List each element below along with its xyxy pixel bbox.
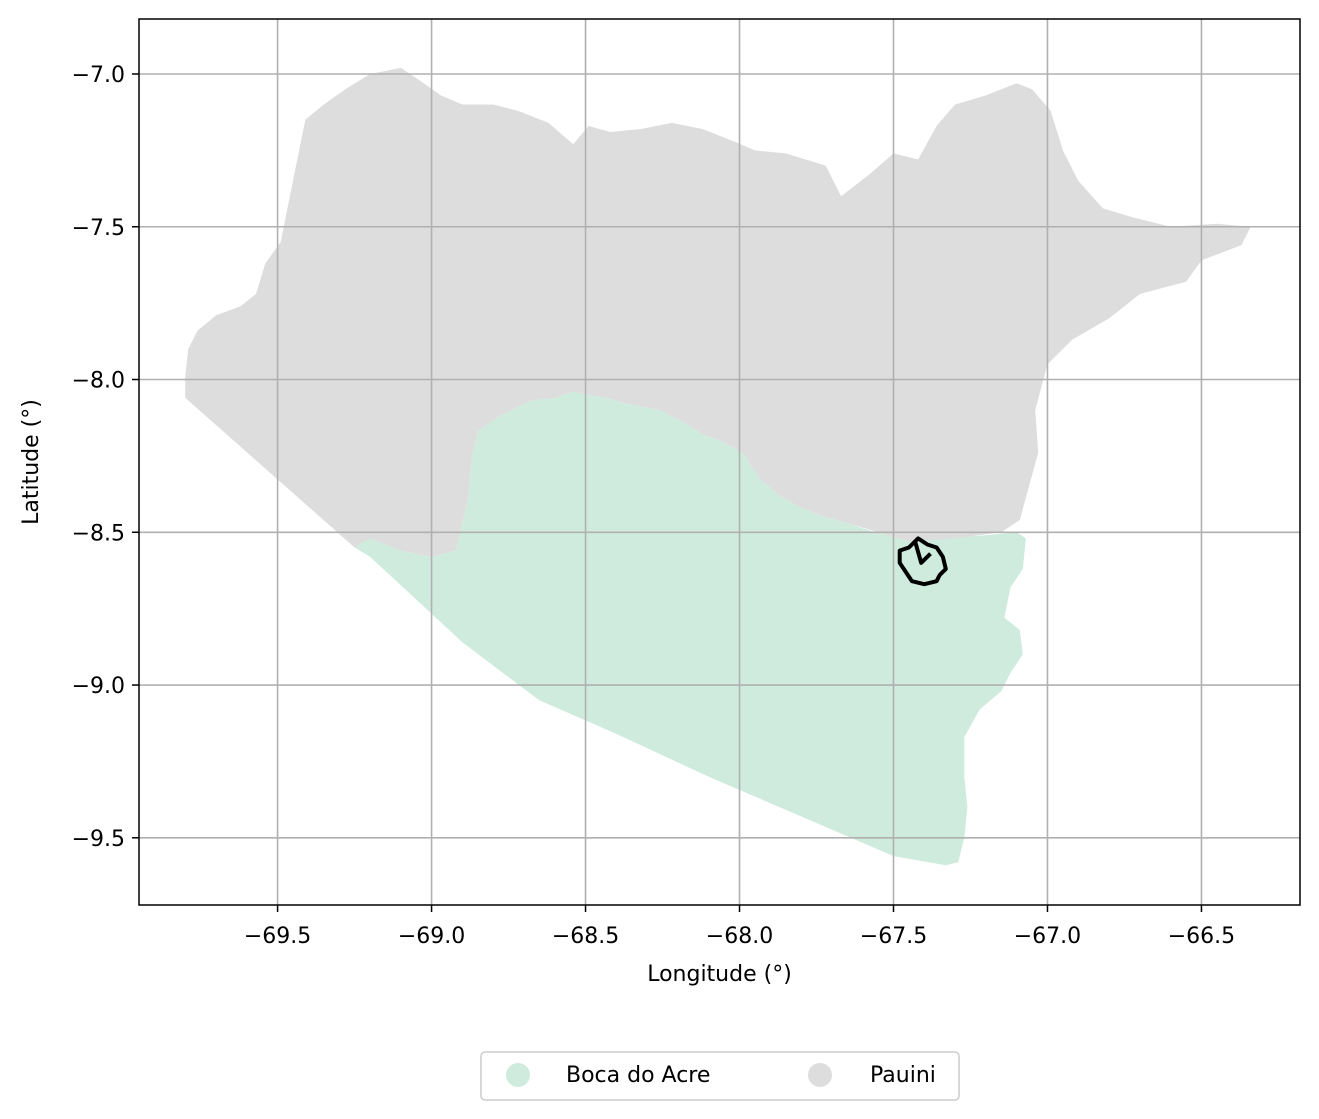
x-tick-label: −67.5 <box>860 924 927 949</box>
legend: Boca do Acre Pauini <box>480 1051 960 1101</box>
x-tick-label: −68.0 <box>706 924 773 949</box>
region-pauini <box>185 67 1251 557</box>
axes-frame <box>138 18 1301 906</box>
regions-layer <box>185 67 1251 866</box>
highlight-outline-layer <box>897 536 948 587</box>
legend-label-boca-do-acre: Boca do Acre <box>566 1063 710 1088</box>
gridlines <box>139 19 1300 905</box>
y-tick-label: −7.0 <box>72 63 125 88</box>
highlight-outline-inner <box>913 540 932 565</box>
y-tick-label: −9.0 <box>72 674 125 699</box>
y-tick-label: −8.0 <box>72 369 125 394</box>
highlight-outline <box>897 536 948 587</box>
legend-marker-pauini <box>808 1063 832 1087</box>
y-tick-label: −8.5 <box>72 521 125 546</box>
ticks-layer: −69.5 −69.0 −68.5 −68.0 −67.5 −67.0 −66.5 −7.0 −… <box>72 63 1236 949</box>
legend-box <box>480 1051 960 1101</box>
legend-label-pauini: Pauini <box>870 1063 936 1088</box>
x-tick-label: −69.0 <box>398 924 465 949</box>
y-tick-label: −9.5 <box>72 827 125 852</box>
x-axis-label: Longitude (°) <box>647 962 792 987</box>
x-tick-label: −66.5 <box>1168 924 1235 949</box>
x-tick-label: −68.5 <box>552 924 619 949</box>
y-tick-label: −7.5 <box>72 216 125 241</box>
x-tick-label: −67.0 <box>1014 924 1081 949</box>
x-tick-label: −69.5 <box>244 924 311 949</box>
legend-marker-boca-do-acre <box>506 1063 530 1087</box>
region-boca-do-acre <box>354 391 1026 866</box>
y-axis-label: Latitude (°) <box>19 399 44 525</box>
